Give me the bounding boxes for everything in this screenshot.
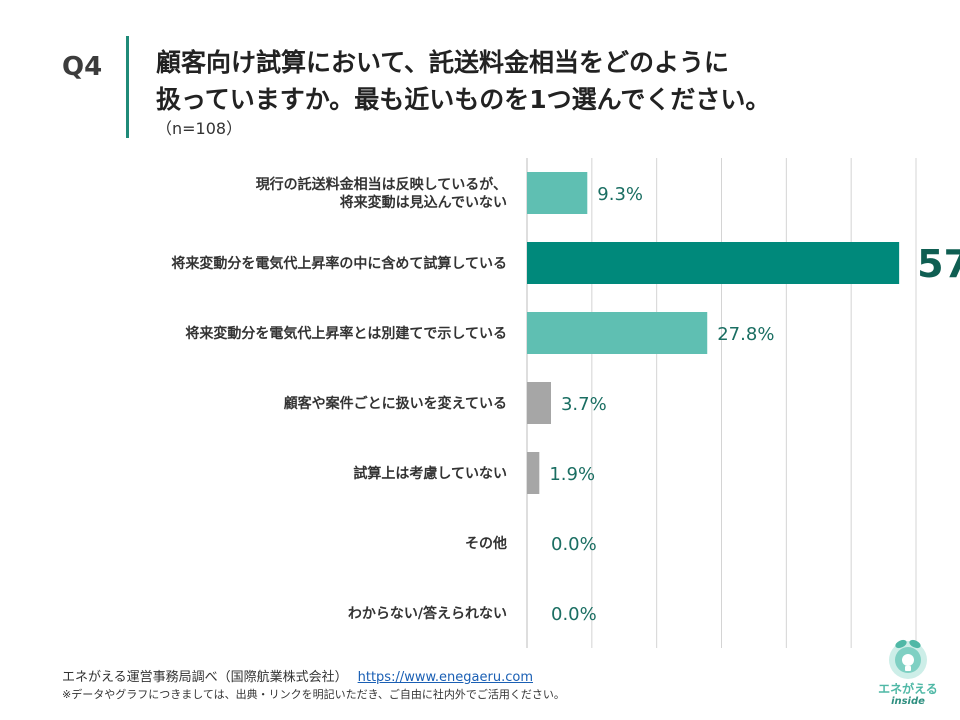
category-label: 現行の託送料金相当は反映しているが、 — [256, 176, 507, 193]
logo-sub: inside — [891, 696, 925, 707]
category-label: 将来変動分を電気代上昇率の中に含めて試算している — [171, 255, 507, 272]
source-text: エネがえる運営事務局調べ（国際航業株式会社） — [62, 670, 348, 685]
value-label: 0.0% — [551, 534, 597, 555]
value-label: 3.7% — [561, 394, 607, 415]
category-label: 将来変動分を電気代上昇率とは別建てで示している — [185, 325, 507, 342]
value-label: 1.9% — [549, 464, 595, 485]
value-label: 9.3% — [597, 184, 643, 205]
question-title-line2: 扱っていますか。最も近いものを1つ選んでください。 — [156, 85, 771, 114]
sample-size: （n=108） — [156, 119, 243, 138]
usage-note: ※データやグラフにつきましては、出典・リンクを明記いただき、ご自由に社内外でご活… — [62, 688, 565, 701]
bar — [527, 452, 540, 494]
category-label: その他 — [465, 535, 507, 552]
enegaeru-logo: エネがえる inside — [868, 636, 948, 710]
value-label: 0.0% — [551, 604, 597, 625]
question-title: 顧客向け試算において、託送料金相当をどのように 扱っていますか。最も近いものを1… — [156, 44, 936, 118]
question-title-line1: 顧客向け試算において、託送料金相当をどのように — [156, 48, 730, 77]
category-label: 試算上は考慮していない — [353, 465, 507, 482]
source-link[interactable]: https://www.enegaeru.com — [357, 670, 533, 685]
category-label: 顧客や案件ごとに扱いを変えている — [284, 395, 507, 412]
question-divider — [126, 36, 129, 138]
bar — [527, 312, 708, 354]
value-label: 57.4% — [917, 242, 960, 286]
leaf-bulb-icon — [889, 639, 927, 679]
question-number: Q4 — [62, 52, 103, 82]
bar — [527, 172, 588, 214]
value-label: 27.8% — [717, 324, 774, 345]
footer-source: エネがえる運営事務局調べ（国際航業株式会社） https://www.enegae… — [62, 666, 533, 685]
logo-name: エネがえる — [878, 682, 938, 696]
category-label: わからない/答えられない — [348, 605, 507, 622]
bar — [527, 382, 551, 424]
category-label: 将来変動は見込んでいない — [340, 194, 507, 211]
bar — [527, 242, 900, 284]
